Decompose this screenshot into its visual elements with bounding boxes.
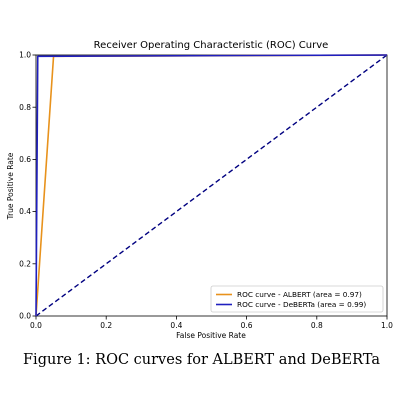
y-tick-label: 1.0 bbox=[19, 51, 31, 60]
x-tick-label: 0.0 bbox=[30, 321, 42, 330]
legend-box bbox=[210, 285, 384, 313]
x-tick-label: 0.8 bbox=[311, 321, 323, 330]
y-tick-label: 0.4 bbox=[19, 207, 31, 216]
x-tick-label: 0.6 bbox=[241, 321, 253, 330]
legend-label-series-1: ROC curve - ALBERT (area = 0.97) bbox=[237, 290, 362, 299]
x-tick-label: 0.2 bbox=[100, 321, 112, 330]
y-tick-label: 0.2 bbox=[19, 259, 31, 268]
y-tick-label: 0.0 bbox=[19, 312, 31, 321]
y-tick-label: 0.6 bbox=[19, 155, 31, 164]
legend-label-series-2: ROC curve - DeBERTa (area = 0.99) bbox=[237, 300, 366, 309]
plot-area: 0.0 0.2 0.4 0.6 0.8 1.0 0.0 0.2 0.4 0.6 0.8 1.0 ROC … bbox=[19, 51, 393, 330]
x-tick-label: 1.0 bbox=[381, 321, 393, 330]
chart-title: Receiver Operating Characteristic (ROC) … bbox=[94, 40, 329, 51]
x-axis-label: False Positive Rate bbox=[176, 331, 246, 340]
roc-line-series-2 bbox=[35, 54, 388, 317]
figure-caption: Figure 1: ROC curves for ALBERT and DeBE… bbox=[23, 352, 380, 368]
reference-diagonal-line bbox=[35, 54, 388, 317]
y-tick-label: 0.8 bbox=[19, 103, 31, 112]
x-tick-label: 0.4 bbox=[170, 321, 182, 330]
y-axis-label: True Positive Rate bbox=[6, 152, 15, 220]
roc-chart: Receiver Operating Characteristic (ROC) … bbox=[6, 40, 393, 340]
